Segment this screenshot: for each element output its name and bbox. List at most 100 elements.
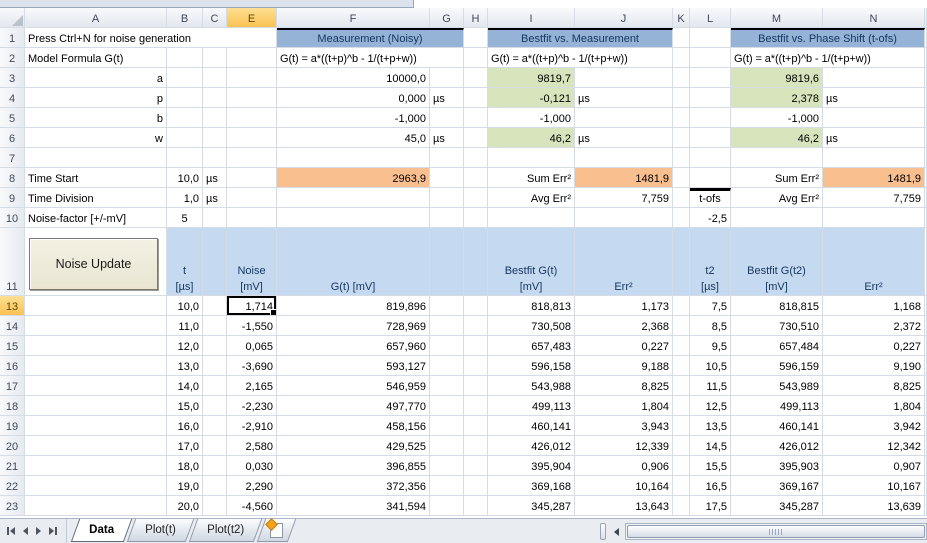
row-header[interactable]: 11 xyxy=(0,228,25,296)
cell-measurement-a[interactable]: 10000,0 xyxy=(277,68,430,88)
cell-t[interactable]: 10,0 xyxy=(167,296,203,316)
table-header-noise[interactable]: Noise[mV] xyxy=(227,228,277,296)
cell[interactable] xyxy=(167,88,203,108)
insert-worksheet-tab[interactable] xyxy=(257,519,296,542)
tab-plot-t2[interactable]: Plot(t2) xyxy=(188,519,261,542)
row-header[interactable]: 10 xyxy=(0,208,25,228)
cell[interactable] xyxy=(673,128,690,148)
col-header-b[interactable]: B xyxy=(167,8,203,28)
cell-gt[interactable]: 657,960 xyxy=(277,336,430,356)
cell-time-division-label[interactable]: Time Division xyxy=(25,188,167,208)
cell-err2[interactable]: 2,368 xyxy=(575,316,673,336)
cell-bestfit-gt[interactable]: 395,904 xyxy=(488,456,575,476)
cell[interactable] xyxy=(673,356,690,376)
cell[interactable] xyxy=(673,88,690,108)
cell-gt[interactable]: 593,127 xyxy=(277,356,430,376)
cell[interactable] xyxy=(25,316,167,336)
cell[interactable] xyxy=(464,228,488,296)
cell[interactable] xyxy=(203,228,227,296)
cell-gt[interactable]: 497,770 xyxy=(277,396,430,416)
cell[interactable] xyxy=(673,28,690,48)
cell[interactable] xyxy=(673,376,690,396)
col-header-h[interactable]: H xyxy=(464,8,488,28)
cell[interactable] xyxy=(203,108,227,128)
cell-noise[interactable]: -3,690 xyxy=(227,356,277,376)
cell[interactable] xyxy=(203,396,227,416)
cell-err2[interactable]: 13,643 xyxy=(575,496,673,516)
cell[interactable] xyxy=(227,48,277,68)
cell-gt[interactable]: 728,969 xyxy=(277,316,430,336)
cell[interactable] xyxy=(227,208,277,228)
section-title-phase-shift[interactable]: Bestfit vs. Phase Shift (t-ofs) xyxy=(731,28,925,48)
cell-phase-p-unit[interactable]: µs xyxy=(823,88,925,108)
cell-bestfit-gt[interactable]: 499,113 xyxy=(488,396,575,416)
cell-bestfit-gt[interactable]: 426,012 xyxy=(488,436,575,456)
cell[interactable] xyxy=(430,168,464,188)
cell-time-start-unit[interactable]: µs xyxy=(203,168,227,188)
cell-t2[interactable]: 13,5 xyxy=(690,416,731,436)
cell-noise-factor-label[interactable]: Noise-factor [+/-mV] xyxy=(25,208,167,228)
cell-bestfit-gt[interactable]: 543,988 xyxy=(488,376,575,396)
cell[interactable] xyxy=(277,148,430,168)
row-header[interactable]: 9 xyxy=(0,188,25,208)
cell-phase-sum[interactable]: 1481,9 xyxy=(823,168,925,188)
cell-err2-tofs[interactable]: 9,190 xyxy=(823,356,925,376)
cell-param-b-label[interactable]: b xyxy=(25,108,167,128)
row-header[interactable]: 15 xyxy=(0,336,25,356)
cell[interactable] xyxy=(673,336,690,356)
scrollbar-thumb[interactable] xyxy=(627,525,925,538)
cell[interactable] xyxy=(690,148,731,168)
cell-noise[interactable]: 2,165 xyxy=(227,376,277,396)
cell-t[interactable]: 20,0 xyxy=(167,496,203,516)
cell[interactable] xyxy=(464,148,488,168)
row-header[interactable]: 2 xyxy=(0,48,25,68)
horizontal-scrollbar[interactable] xyxy=(625,523,927,540)
cell[interactable] xyxy=(430,148,464,168)
cell[interactable] xyxy=(25,296,167,316)
cell-t[interactable]: 17,0 xyxy=(167,436,203,456)
cell[interactable] xyxy=(430,476,464,496)
cell-phase-w-unit[interactable]: µs xyxy=(823,128,925,148)
cell[interactable] xyxy=(167,128,203,148)
cell-noise[interactable]: -2,910 xyxy=(227,416,277,436)
cell-time-division-unit[interactable]: µs xyxy=(203,188,227,208)
cell[interactable] xyxy=(203,48,227,68)
col-header-g[interactable]: G xyxy=(430,8,464,28)
cell-noise-factor[interactable]: 5 xyxy=(167,208,203,228)
cell[interactable] xyxy=(488,148,575,168)
cell[interactable] xyxy=(575,108,673,128)
cell[interactable] xyxy=(464,436,488,456)
row-header[interactable]: 18 xyxy=(0,396,25,416)
cell-bestfit-sum-label[interactable]: Sum Err² xyxy=(488,168,575,188)
cell-bestfit-gt2[interactable]: 818,815 xyxy=(731,296,823,316)
cell[interactable] xyxy=(673,208,690,228)
cell[interactable] xyxy=(673,316,690,336)
cell-t[interactable]: 13,0 xyxy=(167,356,203,376)
cell-bestfit-w[interactable]: 46,2 xyxy=(488,128,575,148)
cell[interactable] xyxy=(430,208,464,228)
cell-bestfit-gt[interactable]: 460,141 xyxy=(488,416,575,436)
cell[interactable] xyxy=(25,436,167,456)
cell[interactable] xyxy=(464,396,488,416)
section-title-bestfit[interactable]: Bestfit vs. Measurement xyxy=(488,28,673,48)
row-header[interactable]: 17 xyxy=(0,376,25,396)
row-header[interactable]: 3 xyxy=(0,68,25,88)
row-header[interactable]: 23 xyxy=(0,496,25,516)
cell-measurement-p-unit[interactable]: µs xyxy=(430,88,464,108)
cell[interactable] xyxy=(203,356,227,376)
cell-bestfit-gt[interactable]: 369,168 xyxy=(488,476,575,496)
cell-t2[interactable]: 10,5 xyxy=(690,356,731,376)
cell-time-start-label[interactable]: Time Start xyxy=(25,168,167,188)
cell[interactable] xyxy=(203,208,227,228)
cell-t2[interactable]: 12,5 xyxy=(690,396,731,416)
cell[interactable] xyxy=(430,188,464,208)
tab-nav-prev-button[interactable] xyxy=(22,524,29,538)
cell-phase-avg-label[interactable]: Avg Err² xyxy=(731,188,823,208)
cell-gt[interactable]: 819,896 xyxy=(277,296,430,316)
tab-data[interactable]: Data xyxy=(71,519,132,542)
cell-bestfit-w-unit[interactable]: µs xyxy=(575,128,673,148)
cell-err2[interactable]: 10,164 xyxy=(575,476,673,496)
cell[interactable] xyxy=(25,456,167,476)
cell-err2[interactable]: 8,825 xyxy=(575,376,673,396)
cell[interactable] xyxy=(227,88,277,108)
